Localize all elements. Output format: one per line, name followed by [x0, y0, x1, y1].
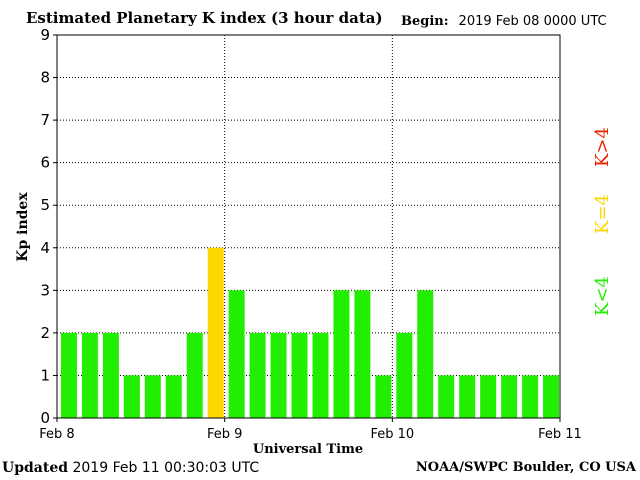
- kp-bar: [123, 375, 140, 418]
- bars: [61, 247, 559, 418]
- kp-bar: [438, 375, 455, 418]
- legend: K<4 K=4 K>4: [592, 127, 613, 316]
- y-tick-label: 2: [40, 324, 50, 342]
- x-axis-ticks: Feb 8 Feb 9 Feb 10 Feb 11: [39, 418, 582, 442]
- kp-bar: [543, 375, 559, 418]
- credit-text: NOAA/SWPC Boulder, CO USA: [415, 460, 636, 475]
- plot-frame: [56, 34, 561, 419]
- updated-label: Updated: [2, 460, 69, 476]
- grid-lines: [57, 35, 560, 418]
- kp-bar: [102, 332, 119, 418]
- x-tick-label: Feb 8: [39, 427, 74, 442]
- y-tick-label: 9: [40, 26, 50, 44]
- legend-item: K=4: [592, 194, 613, 234]
- kp-bar: [375, 375, 392, 418]
- kp-bar: [459, 375, 476, 418]
- updated-timestamp: Updated 2019 Feb 11 00:30:03 UTC: [2, 460, 259, 476]
- y-tick-label: 8: [40, 69, 50, 87]
- y-tick-label: 4: [40, 239, 50, 257]
- x-tick-label: Feb 9: [207, 427, 242, 442]
- legend-item: K<4: [592, 276, 613, 316]
- y-axis-ticks: 0 1 2 3 4 5 6 7 8 9: [40, 26, 57, 427]
- begin-time: Begin: 2019 Feb 08 0000 UTC: [401, 14, 607, 29]
- y-tick-label: 5: [40, 196, 50, 214]
- kp-bar: [144, 375, 161, 418]
- legend-item: K>4: [592, 127, 613, 167]
- kp-bar: [207, 247, 224, 418]
- kp-bar: [291, 332, 308, 418]
- kp-bar: [81, 332, 98, 418]
- kp-bar: [249, 332, 266, 418]
- begin-value: 2019 Feb 08 0000 UTC: [458, 14, 607, 29]
- kp-bar: [165, 375, 182, 418]
- y-tick-label: 6: [40, 154, 50, 172]
- y-tick-label: 0: [40, 409, 50, 427]
- kp-bar: [417, 290, 434, 418]
- kp-bar: [228, 290, 245, 418]
- begin-label: Begin:: [401, 14, 449, 29]
- y-tick-label: 3: [40, 281, 50, 299]
- x-axis-label: Universal Time: [253, 442, 363, 457]
- kp-bar: [522, 375, 539, 418]
- kp-bar: [396, 332, 413, 418]
- x-tick-label: Feb 10: [370, 427, 414, 442]
- kp-bar: [480, 375, 497, 418]
- kp-bar: [270, 332, 287, 418]
- kp-bar: [354, 290, 371, 418]
- kp-bar: [186, 332, 203, 418]
- kp-bar: [333, 290, 350, 418]
- kp-bar: [312, 332, 329, 418]
- kp-bar: [501, 375, 518, 418]
- kp-bar: [61, 332, 77, 418]
- chart-title: Estimated Planetary K index (3 hour data…: [26, 9, 383, 27]
- y-tick-label: 1: [40, 366, 50, 384]
- y-axis-label: Kp index: [15, 192, 31, 262]
- y-tick-label: 7: [40, 111, 50, 129]
- updated-value: 2019 Feb 11 00:30:03 UTC: [72, 460, 260, 476]
- x-tick-label: Feb 11: [538, 427, 582, 442]
